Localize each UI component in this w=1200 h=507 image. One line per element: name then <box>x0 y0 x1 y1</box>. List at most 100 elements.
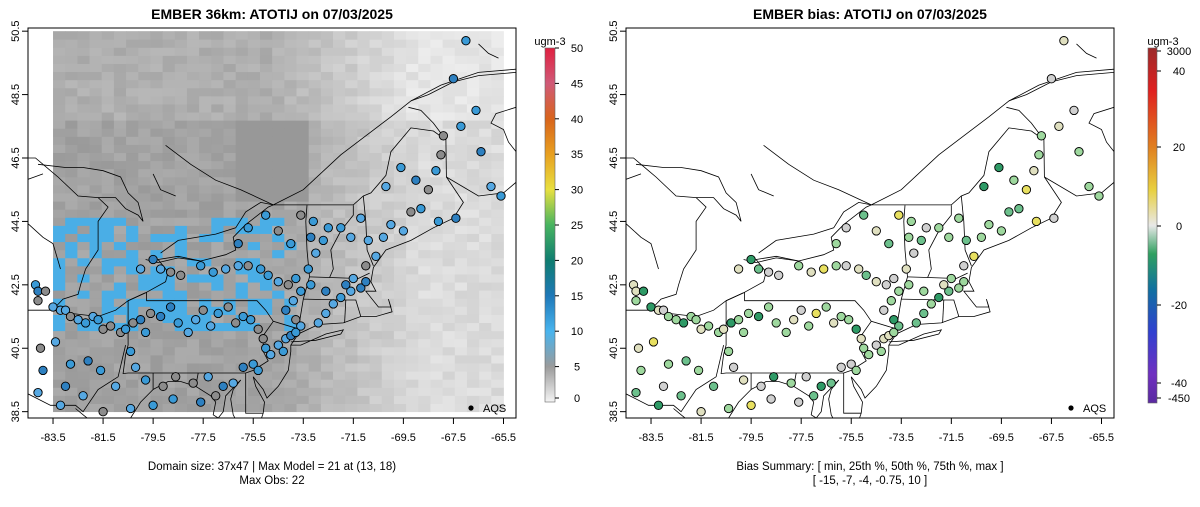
grid-cell <box>406 120 419 129</box>
station-point <box>1031 216 1042 227</box>
grid-cell <box>320 265 334 275</box>
station-point <box>1084 181 1094 192</box>
grid-cell <box>174 379 188 388</box>
grid-cell <box>247 120 261 129</box>
grid-cell <box>272 403 285 413</box>
grid-cell <box>211 168 224 178</box>
grid-cell <box>247 330 261 340</box>
grid-cell <box>454 63 468 73</box>
grid-cell <box>284 136 297 145</box>
station-point <box>856 334 866 344</box>
grid-cell <box>320 257 334 267</box>
station-point <box>158 381 168 391</box>
grid-cell <box>284 71 297 81</box>
grid-cell <box>162 217 176 226</box>
grid-cell <box>247 274 261 283</box>
grid-cell <box>247 112 261 121</box>
grid-cell <box>333 79 346 89</box>
grid-cell <box>174 403 188 413</box>
grid-cell <box>199 265 212 275</box>
grid-cell <box>162 168 176 178</box>
grid-cell <box>89 152 103 162</box>
grid-cell <box>174 144 188 154</box>
grid-cell <box>138 168 151 178</box>
grid-cell <box>126 39 139 48</box>
boundary-line <box>28 127 464 418</box>
grid-cell <box>77 79 90 89</box>
grid-cell <box>65 95 78 105</box>
grid-cell <box>466 257 480 267</box>
grid-cell <box>430 265 444 275</box>
grid-cell <box>272 160 285 170</box>
grid-cell <box>186 160 200 170</box>
grid-cell <box>406 201 419 210</box>
grid-cell <box>491 71 504 81</box>
grid-cell <box>89 87 103 97</box>
station-point <box>155 311 166 322</box>
grid-cell <box>333 346 346 356</box>
grid-cell <box>199 39 212 48</box>
grid-cell <box>272 112 285 121</box>
grid-cell <box>199 338 212 348</box>
grid-cell <box>77 290 90 299</box>
station-point <box>919 308 929 319</box>
grid-cell <box>418 79 431 89</box>
grid-cell <box>138 112 151 121</box>
grid-cell <box>393 144 407 154</box>
grid-cell <box>126 201 139 210</box>
grid-cell <box>223 184 237 194</box>
grid-cell <box>126 379 139 388</box>
grid-cell <box>454 249 468 259</box>
grid-cell <box>418 322 431 332</box>
grid-cell <box>430 193 444 202</box>
x-tick-label: -71.5 <box>939 432 964 444</box>
grid-cell <box>454 338 468 348</box>
grid-cell <box>113 31 127 40</box>
y-tick-label: 50.5 <box>608 20 620 41</box>
grid-cell <box>454 55 468 64</box>
grid-cell <box>369 136 383 145</box>
grid-cell <box>381 306 395 315</box>
grid-cell <box>65 274 78 283</box>
grid-cell <box>174 217 188 226</box>
grid-cell <box>418 379 431 388</box>
grid-cell <box>235 371 249 380</box>
grid-cell <box>174 233 188 243</box>
grid-cell <box>199 193 212 202</box>
grid-cell <box>223 193 237 202</box>
grid-cell <box>235 346 249 356</box>
grid-cell <box>466 241 480 251</box>
grid-cell <box>393 55 407 64</box>
grid-cell <box>284 403 297 413</box>
grid-cell <box>418 233 431 243</box>
grid-cell <box>479 160 492 170</box>
station-point <box>263 270 273 280</box>
station-point <box>738 375 749 385</box>
y-tick-label: 38.5 <box>608 401 620 422</box>
grid-cell <box>369 371 383 380</box>
grid-cell <box>162 274 176 283</box>
grid-cell <box>89 257 103 267</box>
grid-cell <box>89 63 103 73</box>
x-tick-label: -67.5 <box>441 432 466 444</box>
grid-cell <box>369 322 383 332</box>
grid-cell <box>174 306 188 315</box>
grid-cell <box>138 71 151 81</box>
grid-cell <box>442 112 456 121</box>
grid-cell <box>126 274 139 283</box>
grid-cell <box>259 112 273 121</box>
grid-cell <box>333 217 346 226</box>
grid-cell <box>491 47 504 56</box>
grid-cell <box>333 371 346 380</box>
grid-cell <box>150 120 163 129</box>
station-point <box>934 223 944 233</box>
grid-cell <box>345 176 358 186</box>
grid-cell <box>235 249 249 259</box>
station-point <box>165 267 176 277</box>
grid-cell <box>53 128 66 137</box>
grid-cell <box>223 249 237 259</box>
grid-cell <box>442 31 456 40</box>
grid-cell <box>333 152 346 162</box>
grid-cell <box>345 322 358 332</box>
grid-cell <box>186 249 200 259</box>
